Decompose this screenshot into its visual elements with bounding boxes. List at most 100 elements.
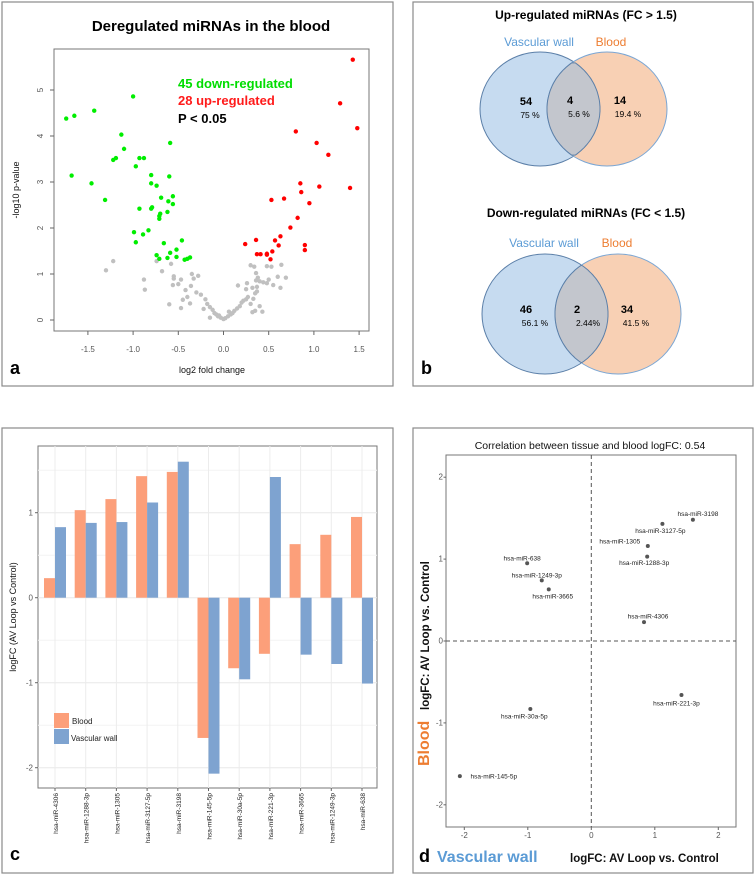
point-not-significant — [205, 301, 210, 307]
point-not-significant — [195, 273, 201, 279]
point-not-significant — [248, 301, 253, 307]
point-down-regulated — [154, 252, 159, 258]
data-point — [539, 578, 544, 583]
venn-down-count-blood: 34 — [621, 304, 634, 316]
point-not-significant — [111, 258, 116, 264]
y-tick-label: 5 — [36, 87, 45, 92]
point-not-significant — [188, 283, 194, 289]
x-tick-label: 0 — [589, 831, 594, 840]
point-up-regulated — [268, 257, 273, 262]
venn-down-set-vascular: Vascular wall — [509, 236, 579, 250]
y-tick-label: -2 — [436, 800, 444, 809]
venn-up-count-vascular: 54 — [520, 96, 533, 108]
point-label: hsa-miR-3665 — [532, 594, 573, 601]
point-up-regulated — [302, 242, 308, 248]
bar-vascular-wall — [208, 597, 220, 774]
point-up-regulated — [278, 234, 283, 239]
data-point — [546, 587, 551, 592]
point-not-significant — [275, 274, 280, 279]
x-tick-label: -1.0 — [126, 345, 140, 354]
point-down-regulated — [148, 181, 154, 186]
point-up-regulated — [270, 249, 275, 254]
venn-down-pct-overlap: 2.44% — [576, 318, 601, 328]
point-not-significant — [187, 301, 193, 306]
data-point — [642, 620, 647, 625]
point-down-regulated — [137, 206, 142, 211]
point-label: hsa-miR-1249-3p — [512, 573, 563, 580]
point-down-regulated — [170, 194, 176, 199]
point-down-regulated — [72, 113, 77, 118]
correlation-scatter: Correlation between tissue and blood log… — [416, 440, 737, 866]
bar-vascular-wall — [55, 527, 66, 598]
point-not-significant — [191, 276, 196, 281]
bar-vascular-wall — [239, 597, 251, 680]
point-not-significant — [261, 280, 266, 285]
point-down-regulated — [121, 146, 127, 152]
point-not-significant — [183, 287, 188, 293]
y-tick-label: 0 — [36, 317, 45, 322]
point-up-regulated — [317, 184, 322, 189]
point-not-significant — [178, 277, 184, 282]
venn-up-set-blood: Blood — [596, 35, 627, 49]
bar-vascular-wall — [362, 597, 373, 684]
bar-ylabel: logFC (AV Loop vs Control) — [8, 562, 18, 671]
bar-blood — [105, 499, 117, 598]
point-up-regulated — [295, 215, 300, 221]
venn-down-title: Down-regulated miRNAs (FC < 1.5) — [487, 206, 685, 220]
annotation-up: 28 up-regulated — [178, 93, 275, 108]
point-down-regulated — [133, 240, 139, 245]
bar-blood — [320, 534, 332, 598]
point-not-significant — [216, 313, 222, 318]
data-point — [645, 554, 650, 559]
point-not-significant — [250, 309, 255, 315]
point-not-significant — [203, 297, 208, 302]
point-not-significant — [171, 276, 176, 281]
y-tick-label: 2 — [36, 225, 45, 230]
venn-down-count-vascular: 46 — [520, 304, 532, 316]
point-not-significant — [257, 304, 262, 309]
point-not-significant — [198, 292, 204, 297]
point-not-significant — [264, 263, 270, 269]
point-down-regulated — [141, 155, 147, 161]
x-tick-label: 1 — [653, 831, 658, 840]
point-up-regulated — [253, 237, 259, 243]
point-up-regulated — [254, 252, 260, 257]
point-not-significant — [260, 309, 265, 314]
bar-vascular-wall — [177, 461, 189, 598]
point-not-significant — [243, 286, 249, 292]
legend-swatch-blood — [54, 713, 69, 728]
point-not-significant — [235, 283, 241, 288]
point-not-significant — [207, 304, 213, 310]
point-up-regulated — [314, 140, 319, 146]
point-not-significant — [178, 305, 184, 311]
point-down-regulated — [89, 181, 94, 186]
point-label: hsa-miR-3127-5p — [635, 528, 686, 535]
venn-up-count-overlap: 4 — [567, 95, 574, 107]
x-tick-label: 0.0 — [218, 345, 230, 354]
bar-vascular-wall — [85, 522, 97, 598]
y-tick-label: -1 — [436, 718, 444, 727]
point-down-regulated — [119, 132, 124, 137]
y-tick-label: 2 — [439, 473, 444, 482]
point-down-regulated — [146, 228, 151, 233]
point-down-regulated — [69, 173, 74, 178]
bar-blood — [44, 578, 55, 598]
point-not-significant — [237, 304, 242, 309]
point-not-significant — [185, 294, 190, 300]
point-label: hsa-miR-638 — [504, 555, 542, 562]
point-down-regulated — [161, 240, 167, 246]
volcano-plot: Deregulated miRNAs in the blood 45 down-… — [10, 18, 370, 378]
point-not-significant — [279, 262, 284, 267]
point-not-significant — [168, 261, 174, 267]
panel-label-d: d — [419, 846, 430, 866]
x-tick-label: hsa-miR-3198 — [176, 793, 183, 834]
point-not-significant — [207, 315, 213, 320]
x-tick-label: hsa-miR-3665 — [299, 793, 306, 834]
point-label: hsa-miR-145-5p — [471, 773, 518, 780]
point-down-regulated — [113, 155, 119, 161]
point-up-regulated — [350, 57, 355, 62]
correlation-title: Correlation between tissue and blood log… — [475, 440, 706, 452]
point-not-significant — [264, 281, 270, 286]
point-up-regulated — [307, 200, 312, 206]
